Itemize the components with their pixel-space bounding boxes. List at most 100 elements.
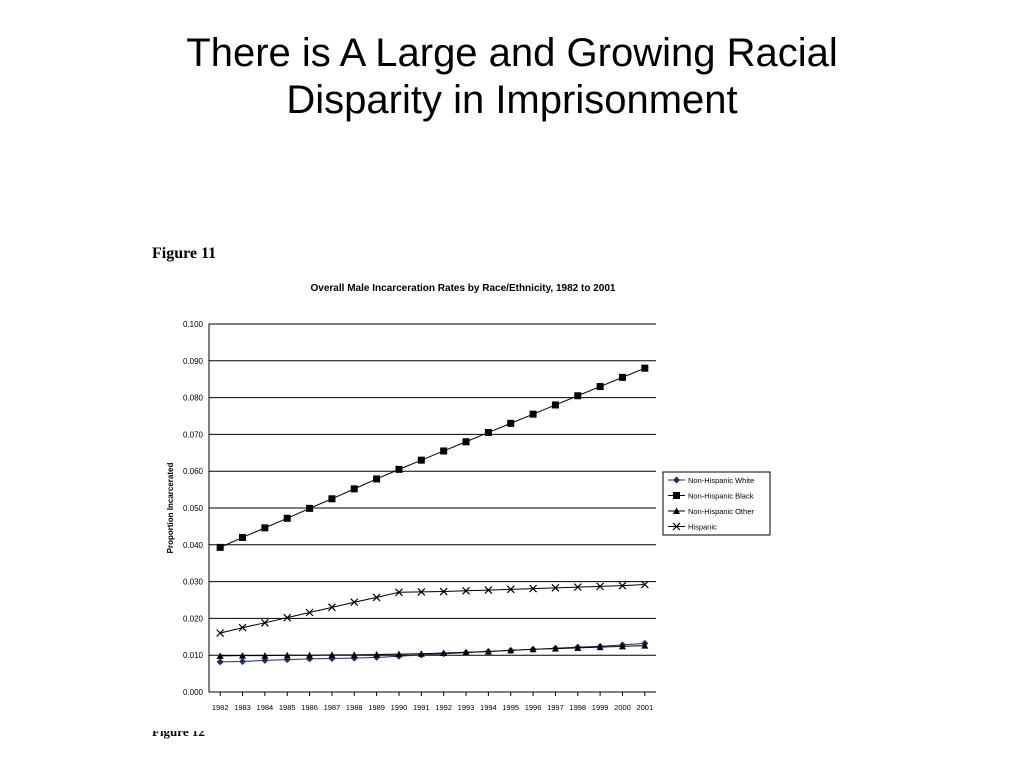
- y-tick-label: 0.050: [183, 504, 204, 513]
- x-tick-label: 1990: [391, 703, 408, 712]
- data-point: [484, 648, 492, 655]
- data-point: [239, 652, 247, 659]
- data-point: [551, 583, 560, 592]
- x-tick-label: 1989: [368, 703, 385, 712]
- legend-label: Hispanic: [688, 523, 717, 532]
- x-tick-label: 1985: [279, 703, 296, 712]
- data-point: [350, 485, 358, 493]
- data-point: [372, 593, 381, 602]
- data-point: [551, 645, 559, 652]
- x-tick-label: 1998: [569, 703, 586, 712]
- slide-title: There is A Large and Growing Racial Disp…: [0, 30, 1024, 124]
- y-tick-label: 0.090: [183, 357, 204, 366]
- next-figure-label-cropped: Figure 12: [152, 731, 232, 739]
- data-point: [618, 581, 627, 590]
- data-point: [373, 475, 381, 483]
- series-line: [220, 645, 645, 657]
- x-tick-label: 1997: [547, 703, 564, 712]
- data-point: [529, 584, 537, 593]
- data-point: [618, 373, 626, 381]
- data-point: [216, 658, 224, 666]
- x-tick-label: 1992: [435, 703, 452, 712]
- data-point: [216, 629, 225, 638]
- data-point: [672, 522, 681, 531]
- data-point: [216, 543, 224, 551]
- data-point: [673, 492, 680, 499]
- data-point: [484, 429, 492, 437]
- x-tick-label: 1999: [592, 703, 609, 712]
- data-point: [529, 645, 537, 653]
- data-point: [373, 650, 381, 658]
- data-point: [328, 651, 336, 658]
- data-point: [350, 651, 358, 658]
- data-point: [283, 651, 291, 659]
- legend-label: Non-Hispanic Other: [688, 507, 754, 516]
- x-tick-label: 1994: [480, 703, 497, 712]
- data-point: [395, 650, 403, 658]
- data-point: [417, 587, 426, 596]
- legend-box: [662, 471, 771, 536]
- x-tick-label: 1995: [502, 703, 519, 712]
- y-tick-label: 0.100: [183, 320, 204, 329]
- figure-label: Figure 11: [152, 245, 217, 262]
- data-point: [507, 419, 515, 427]
- data-point: [261, 524, 269, 532]
- data-point: [462, 586, 470, 595]
- x-tick-label: 1987: [324, 703, 341, 712]
- data-point: [306, 651, 314, 659]
- y-tick-label: 0.060: [183, 467, 204, 476]
- data-point: [261, 652, 269, 659]
- x-tick-label: 2001: [636, 703, 653, 712]
- y-tick-label: 0.070: [183, 430, 204, 439]
- x-tick-label: 1986: [301, 703, 318, 712]
- data-point: [641, 642, 649, 649]
- data-point: [640, 580, 649, 589]
- data-point: [440, 447, 448, 455]
- data-point: [216, 652, 224, 659]
- data-point: [350, 598, 359, 607]
- x-tick-label: 1991: [413, 703, 430, 712]
- data-point: [596, 582, 605, 591]
- chart-title: Overall Male Incarceration Rates by Race…: [310, 283, 616, 294]
- data-point: [306, 504, 314, 512]
- data-point: [506, 585, 515, 594]
- data-point: [283, 613, 292, 622]
- data-point: [484, 586, 493, 594]
- data-point: [328, 603, 336, 612]
- data-point: [417, 456, 425, 464]
- y-tick-label: 0.010: [183, 651, 204, 660]
- slide-title-line-1: There is A Large and Growing Racial: [186, 31, 838, 75]
- data-point: [596, 383, 604, 391]
- y-tick-label: 0.040: [183, 541, 204, 550]
- data-point: [673, 476, 680, 484]
- x-tick-label: 2000: [614, 703, 631, 712]
- series-line: [220, 642, 645, 663]
- y-tick-label: 0.000: [183, 688, 204, 697]
- x-tick-label: 1993: [458, 703, 475, 712]
- data-point: [574, 644, 582, 651]
- data-point: [305, 608, 314, 617]
- y-tick-label: 0.080: [183, 394, 204, 403]
- data-point: [239, 657, 247, 665]
- data-point: [260, 618, 269, 627]
- series-line: [219, 367, 646, 548]
- data-point: [328, 495, 336, 503]
- data-point: [395, 465, 403, 473]
- data-point: [673, 507, 680, 514]
- data-point: [574, 392, 582, 400]
- data-point: [462, 438, 470, 446]
- data-point: [261, 656, 269, 664]
- data-point: [529, 410, 537, 418]
- y-axis-label: Proportion Incarcerated: [166, 463, 175, 554]
- data-point: [462, 648, 470, 656]
- data-point: [239, 533, 247, 541]
- y-tick-label: 0.030: [183, 578, 204, 587]
- data-point: [395, 588, 403, 597]
- data-point: [439, 587, 448, 596]
- data-point: [238, 623, 247, 632]
- x-tick-label: 1988: [346, 703, 363, 712]
- x-tick-label: 1983: [234, 703, 251, 712]
- data-point: [551, 401, 559, 409]
- data-point: [440, 649, 448, 656]
